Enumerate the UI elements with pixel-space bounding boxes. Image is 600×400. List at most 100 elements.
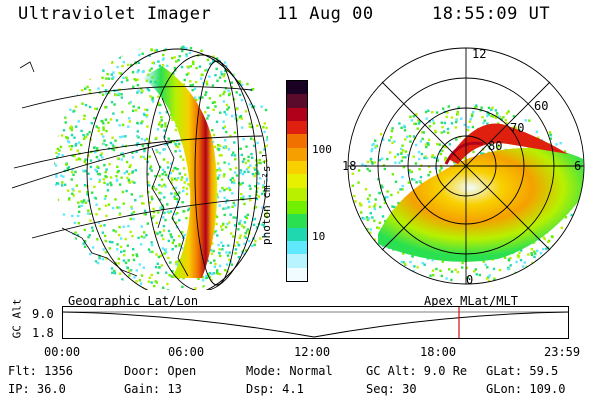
speckle-pixel xyxy=(209,261,212,265)
speckle-pixel xyxy=(103,234,107,238)
speckle-pixel xyxy=(218,76,222,79)
speckle-pixel xyxy=(99,274,103,277)
speckle-pixel xyxy=(369,212,372,215)
speckle-pixel xyxy=(163,252,166,255)
speckle-pixel xyxy=(545,247,548,250)
speckle-pixel xyxy=(215,57,219,60)
speckle-pixel xyxy=(103,197,107,200)
speckle-pixel xyxy=(98,254,101,258)
speckle-pixel xyxy=(241,181,244,185)
speckle-pixel xyxy=(89,177,93,181)
speckle-pixel xyxy=(178,244,181,247)
speckle-pixel xyxy=(176,146,180,149)
speckle-pixel xyxy=(189,84,192,87)
speckle-pixel xyxy=(124,135,127,138)
speckle-pixel xyxy=(426,142,429,145)
speckle-pixel xyxy=(212,249,215,253)
speckle-pixel xyxy=(163,211,166,214)
speckle-pixel xyxy=(514,126,518,129)
speckle-pixel xyxy=(439,149,442,153)
speckle-pixel xyxy=(427,165,431,168)
speckle-pixel xyxy=(111,271,114,274)
speckle-pixel xyxy=(211,242,214,245)
speckle-pixel xyxy=(156,262,159,265)
speckle-pixel xyxy=(507,259,511,262)
speckle-pixel xyxy=(138,263,141,266)
speckle-pixel xyxy=(121,110,124,114)
speckle-pixel xyxy=(61,231,64,235)
speckle-pixel xyxy=(487,279,491,283)
speckle-pixel xyxy=(112,71,115,74)
speckle-pixel xyxy=(439,152,443,156)
speckle-pixel xyxy=(241,250,244,253)
speckle-pixel xyxy=(428,138,431,142)
speckle-pixel xyxy=(55,173,58,176)
speckle-pixel xyxy=(539,251,543,255)
speckle-pixel xyxy=(410,170,413,174)
speckle-pixel xyxy=(153,284,156,288)
speckle-pixel xyxy=(367,200,371,203)
speckle-pixel xyxy=(155,148,158,152)
speckle-pixel xyxy=(210,272,214,276)
speckle-pixel xyxy=(70,170,74,174)
speckle-pixel xyxy=(223,61,227,64)
speckle-pixel xyxy=(159,206,162,209)
speckle-pixel xyxy=(413,178,416,181)
speckle-pixel xyxy=(99,153,102,157)
speckle-pixel xyxy=(520,249,523,252)
speckle-pixel xyxy=(390,193,393,197)
orbit-altitude-timeline[interactable] xyxy=(62,306,570,340)
speckle-pixel xyxy=(247,230,250,233)
speckle-pixel xyxy=(432,274,435,277)
speckle-pixel xyxy=(454,126,457,129)
speckle-pixel xyxy=(533,255,536,259)
speckle-pixel xyxy=(410,178,414,181)
speckle-pixel xyxy=(170,236,174,239)
speckle-pixel xyxy=(431,155,434,158)
speckle-pixel xyxy=(112,76,115,79)
speckle-pixel xyxy=(219,94,222,97)
speckle-pixel xyxy=(182,189,185,193)
speckle-pixel xyxy=(135,253,138,256)
speckle-pixel xyxy=(446,131,450,134)
speckle-pixel xyxy=(400,147,403,151)
speckle-pixel xyxy=(74,237,77,240)
speckle-pixel xyxy=(377,226,381,230)
speckle-pixel xyxy=(244,236,247,239)
speckle-pixel xyxy=(76,244,79,247)
speckle-pixel xyxy=(82,137,86,140)
speckle-pixel xyxy=(148,201,152,204)
speckle-pixel xyxy=(481,116,484,119)
speckle-pixel xyxy=(187,72,190,75)
speckle-pixel xyxy=(61,224,64,228)
speckle-pixel xyxy=(77,222,80,225)
speckle-pixel xyxy=(77,120,80,123)
speckle-pixel xyxy=(238,222,241,225)
speckle-pixel xyxy=(354,200,357,203)
speckle-pixel xyxy=(261,206,264,209)
speckle-pixel xyxy=(206,68,209,71)
speckle-pixel xyxy=(418,157,421,161)
speckle-pixel xyxy=(99,224,102,228)
speckle-pixel xyxy=(75,142,78,146)
speckle-pixel xyxy=(135,286,138,289)
speckle-pixel xyxy=(109,181,112,185)
speckle-pixel xyxy=(142,155,145,159)
speckle-pixel xyxy=(469,118,472,121)
info-gain: Gain: 13 xyxy=(124,382,182,396)
speckle-pixel xyxy=(89,73,93,76)
speckle-pixel xyxy=(160,116,163,119)
speckle-pixel xyxy=(248,122,251,125)
speckle-pixel xyxy=(83,117,86,121)
speckle-pixel xyxy=(84,103,88,107)
speckle-pixel xyxy=(160,178,164,181)
speckle-pixel xyxy=(401,144,404,147)
x-tick-1800: 18:00 xyxy=(420,345,457,359)
speckle-pixel xyxy=(265,126,268,130)
speckle-pixel xyxy=(129,49,132,52)
speckle-pixel xyxy=(497,122,500,125)
speckle-pixel xyxy=(382,164,386,167)
speckle-pixel xyxy=(373,219,376,222)
speckle-pixel xyxy=(172,72,175,75)
speckle-pixel xyxy=(182,186,185,189)
